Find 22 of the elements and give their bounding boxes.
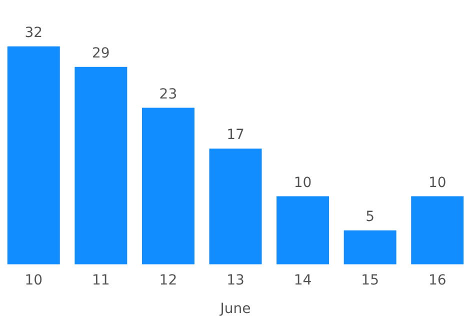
data-label: 17 [226, 127, 244, 144]
bar [7, 46, 60, 264]
x-tick-label: 12 [159, 272, 178, 288]
x-tick-label: 11 [92, 272, 110, 288]
bar [276, 196, 330, 264]
bar [74, 66, 128, 264]
x-axis-title: June [219, 301, 251, 318]
data-label: 23 [159, 86, 178, 102]
data-label: 10 [294, 174, 312, 191]
x-tick-label: 15 [361, 272, 379, 288]
x-tick-label: 14 [294, 272, 312, 288]
data-label: 29 [92, 46, 110, 62]
bar [209, 148, 262, 264]
bar [344, 230, 396, 264]
bar [142, 108, 194, 264]
data-label: 5 [366, 208, 375, 225]
data-label: 10 [428, 174, 446, 191]
x-tick-label: 13 [226, 272, 244, 288]
bar [411, 196, 464, 264]
x-tick-label: 10 [24, 272, 43, 288]
x-tick-label: 16 [428, 272, 446, 288]
data-label: 32 [24, 25, 43, 42]
